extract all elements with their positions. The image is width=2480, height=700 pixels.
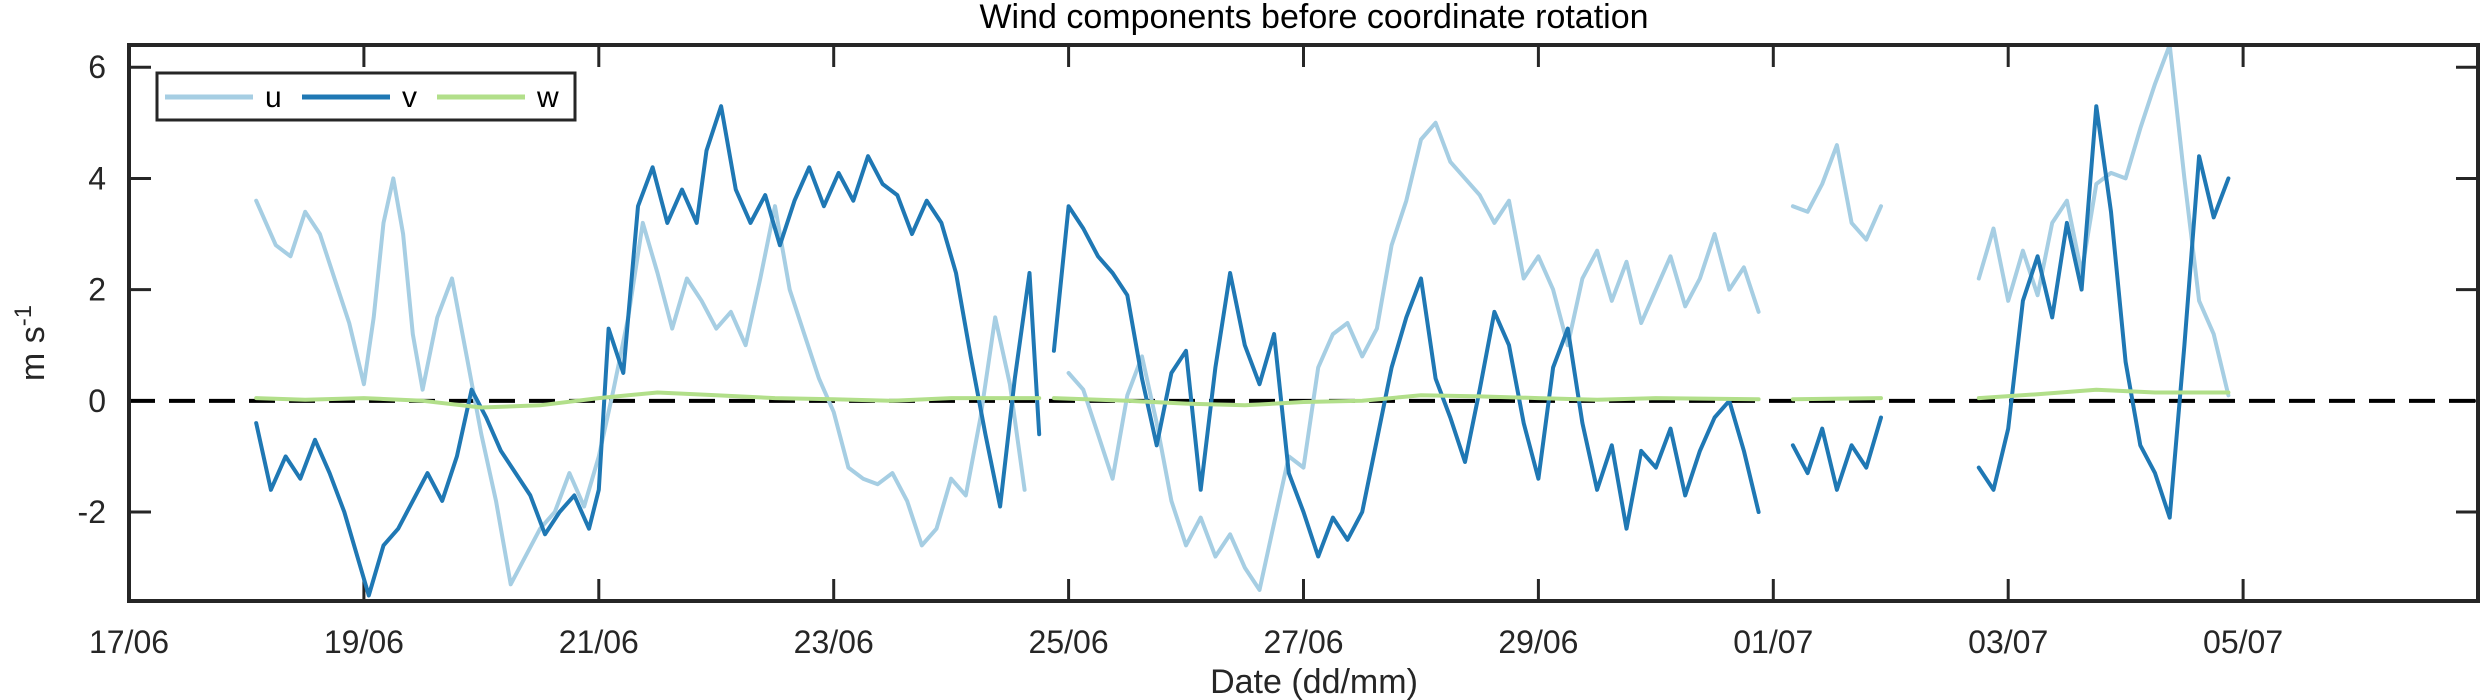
y-tick-label: -2	[78, 494, 106, 530]
series-v-line	[1976, 104, 2231, 520]
x-tick-label: 01/07	[1733, 624, 1813, 660]
series-w-line	[1051, 393, 1761, 408]
series-v-line	[254, 104, 1042, 598]
x-tick-label: 17/06	[89, 624, 169, 660]
y-tick-label: 2	[88, 272, 106, 308]
chart-title: Wind components before coordinate rotati…	[979, 0, 1648, 36]
y-axis-unit: m s	[14, 326, 52, 381]
x-tick-label: 27/06	[1263, 624, 1343, 660]
legend-label-v: v	[402, 81, 417, 114]
y-axis: -2 0 2 4 6	[78, 49, 2478, 530]
x-tick-label: 03/07	[1968, 624, 2048, 660]
y-tick-label: 0	[88, 383, 106, 419]
series-u-line	[1066, 120, 1761, 592]
series-u-line	[1976, 45, 2231, 398]
y-axis-unit-exponent: -1	[10, 305, 37, 326]
y-tick-label: 4	[88, 160, 106, 196]
x-axis-title: Date (dd/mm)	[1210, 663, 1418, 700]
legend: u v w	[155, 71, 577, 122]
plot-area	[129, 45, 2478, 598]
x-tick-label: 21/06	[559, 624, 639, 660]
svg-text:m s-1: m s-1	[10, 305, 52, 381]
y-tick-label: 6	[88, 49, 106, 85]
series-v-line	[1051, 204, 1761, 559]
series-w-line	[1976, 387, 2231, 401]
x-tick-label: 25/06	[1029, 624, 1109, 660]
legend-label-w: w	[536, 81, 559, 114]
legend-label-u: u	[265, 81, 282, 114]
x-tick-label: 23/06	[794, 624, 874, 660]
series-w-line	[254, 390, 1042, 410]
series-u-line	[1790, 143, 1883, 242]
x-tick-label: 05/07	[2203, 624, 2283, 660]
x-tick-label: 19/06	[324, 624, 404, 660]
x-axis: 17/06 19/06 21/06 23/06 25/06 27/06 29/06 01/07…	[89, 45, 2283, 660]
x-tick-label: 29/06	[1498, 624, 1578, 660]
series-w-line	[1790, 396, 1883, 402]
series-v-line	[1790, 415, 1883, 492]
plot-frame	[127, 43, 2480, 603]
series-layer	[254, 45, 2231, 598]
series-u-line	[254, 176, 1027, 587]
y-axis-title: m s-1	[10, 305, 52, 381]
